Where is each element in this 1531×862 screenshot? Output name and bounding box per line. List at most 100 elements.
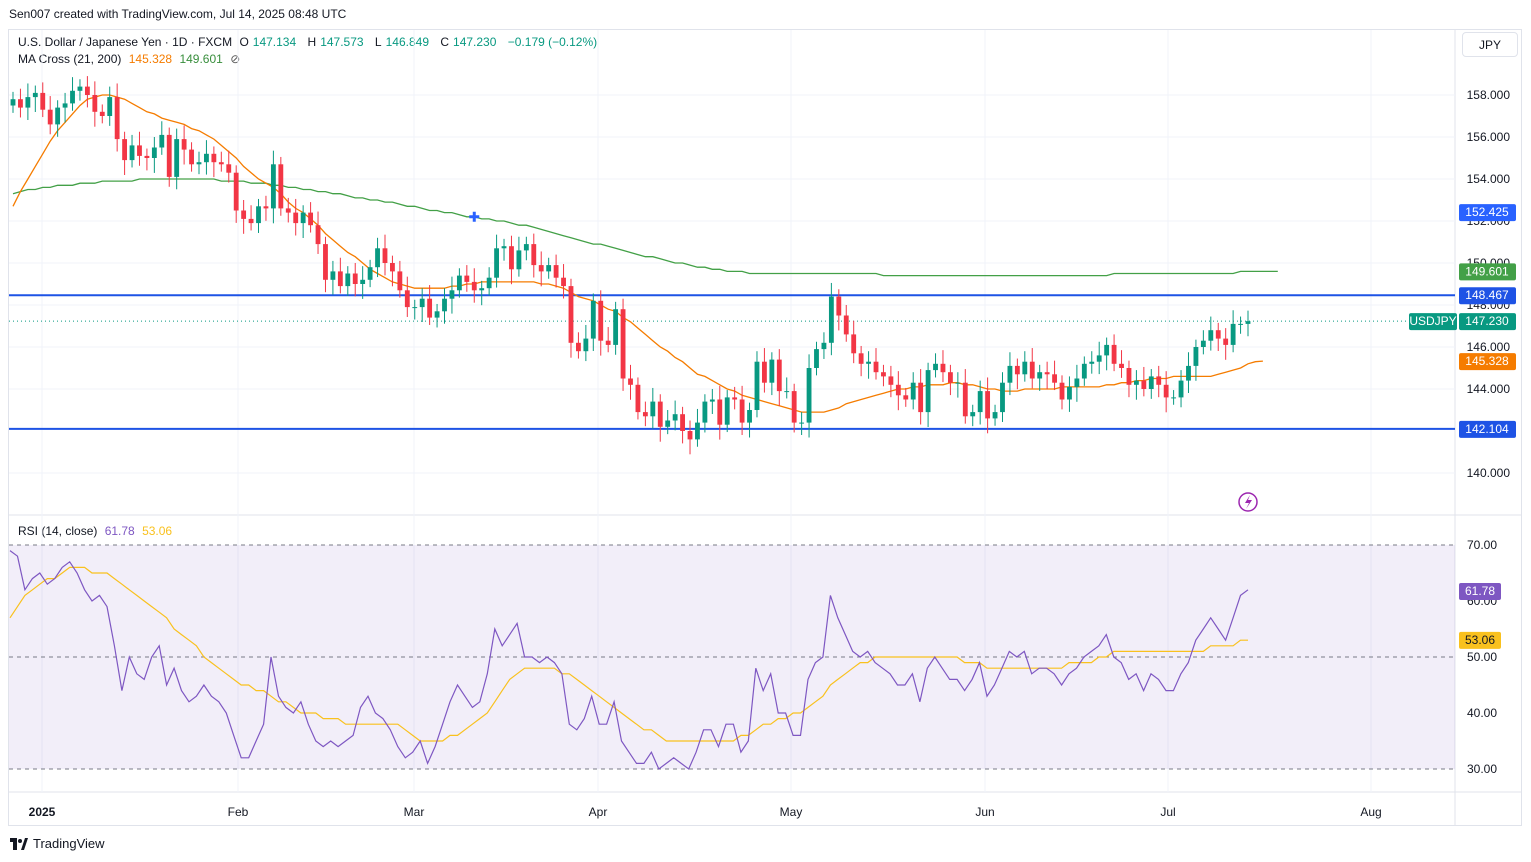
candle-body bbox=[181, 139, 187, 150]
ma-cross-label[interactable]: MA Cross (21, 200) bbox=[18, 52, 122, 66]
ma21-line bbox=[12, 94, 1263, 413]
candle bbox=[382, 234, 388, 276]
candle-body bbox=[895, 384, 901, 396]
price-tag-box bbox=[1459, 420, 1516, 438]
candle bbox=[531, 233, 537, 278]
candle-body bbox=[1208, 330, 1214, 341]
candle-body bbox=[70, 90, 75, 104]
symbol-title[interactable]: U.S. Dollar / Japanese Yen · 1D · FXCM bbox=[18, 35, 233, 49]
rsi-ma-value: 53.06 bbox=[142, 524, 173, 538]
candle bbox=[858, 345, 864, 377]
candle bbox=[1081, 356, 1087, 386]
candle bbox=[724, 390, 730, 433]
candle-body bbox=[62, 103, 68, 108]
lightning-alert-icon bbox=[1238, 492, 1258, 512]
candle bbox=[1111, 334, 1117, 372]
candle-body bbox=[910, 382, 916, 400]
candle bbox=[1163, 371, 1169, 413]
candle bbox=[814, 341, 819, 376]
candle bbox=[479, 280, 485, 306]
candle bbox=[352, 263, 358, 297]
candle bbox=[561, 264, 566, 299]
currency-button[interactable]: JPY bbox=[1462, 32, 1518, 57]
time-tick-label: Aug bbox=[1360, 805, 1381, 819]
candle-body bbox=[747, 410, 752, 423]
candle bbox=[1044, 361, 1050, 390]
candle-body bbox=[1014, 365, 1020, 375]
candle bbox=[717, 385, 723, 440]
candle-body bbox=[456, 275, 462, 291]
candle-body bbox=[516, 250, 522, 270]
candle bbox=[367, 259, 373, 288]
candle-body bbox=[1230, 323, 1236, 345]
candle-body bbox=[159, 134, 165, 148]
candle-body bbox=[1171, 397, 1177, 399]
symbol-legend[interactable]: U.S. Dollar / Japanese Yen · 1D · FXCM O… bbox=[18, 35, 601, 49]
candle bbox=[821, 332, 827, 359]
rsi-legend[interactable]: RSI (14, close) 61.78 53.06 bbox=[18, 524, 176, 538]
candle-body bbox=[1245, 321, 1251, 324]
price-tag-box bbox=[1459, 353, 1516, 371]
candle-body bbox=[1186, 365, 1191, 381]
price-tag-box bbox=[1459, 287, 1516, 305]
tradingview-logo-icon bbox=[10, 837, 28, 850]
price-tag-value: 142.104 bbox=[1465, 422, 1509, 436]
ma-cross-legend[interactable]: MA Cross (21, 200) 145.328 149.601 ⊘ bbox=[18, 52, 244, 66]
candle bbox=[166, 127, 172, 187]
candle bbox=[40, 82, 46, 118]
candle bbox=[486, 267, 492, 296]
candle-body bbox=[300, 212, 306, 224]
candle-body bbox=[680, 414, 685, 431]
candle bbox=[1052, 360, 1057, 391]
candle bbox=[323, 236, 328, 293]
candle bbox=[1119, 350, 1124, 378]
candle bbox=[315, 211, 321, 254]
candle-body bbox=[174, 139, 180, 177]
candle-body bbox=[419, 298, 425, 308]
candle-body bbox=[137, 145, 142, 156]
price-tag-box bbox=[1459, 313, 1516, 331]
hide-eye-icon[interactable]: ⊘ bbox=[230, 52, 241, 66]
candle bbox=[516, 236, 522, 277]
candle-body bbox=[404, 290, 410, 308]
price-tag-symbol-box bbox=[1409, 313, 1457, 331]
candle-body bbox=[828, 296, 834, 343]
candle bbox=[568, 278, 574, 358]
tradingview-logo[interactable]: TradingView bbox=[10, 836, 105, 851]
rsi-label[interactable]: RSI (14, close) bbox=[18, 524, 98, 538]
candle bbox=[114, 83, 120, 152]
candle bbox=[836, 289, 842, 331]
candle-body bbox=[10, 99, 16, 106]
candle bbox=[590, 293, 596, 351]
candle bbox=[1104, 337, 1110, 371]
candle bbox=[442, 288, 447, 324]
candle-body bbox=[285, 208, 291, 213]
candle-body bbox=[494, 248, 500, 278]
price-tag-value: 145.328 bbox=[1465, 354, 1509, 368]
candle bbox=[1133, 370, 1139, 400]
candle-body bbox=[523, 244, 529, 251]
candle-body bbox=[970, 412, 976, 417]
candle bbox=[1230, 310, 1236, 353]
candle-body bbox=[776, 359, 782, 392]
candle bbox=[137, 131, 142, 166]
candle bbox=[47, 96, 53, 135]
candle bbox=[1014, 358, 1020, 390]
candle-body bbox=[352, 273, 358, 284]
candle-body bbox=[397, 271, 403, 291]
price-tag: 145.328 bbox=[1459, 353, 1516, 371]
candle-body bbox=[717, 399, 723, 425]
candle bbox=[1089, 351, 1095, 374]
candle-body bbox=[531, 244, 537, 266]
candle bbox=[300, 205, 306, 239]
candle bbox=[159, 121, 165, 155]
candle bbox=[308, 202, 314, 233]
candle bbox=[248, 205, 254, 231]
candle bbox=[962, 369, 968, 424]
candle bbox=[189, 142, 194, 172]
candle-body bbox=[613, 309, 619, 345]
candle bbox=[270, 150, 276, 224]
candle-body bbox=[546, 265, 552, 272]
candle bbox=[181, 125, 187, 165]
